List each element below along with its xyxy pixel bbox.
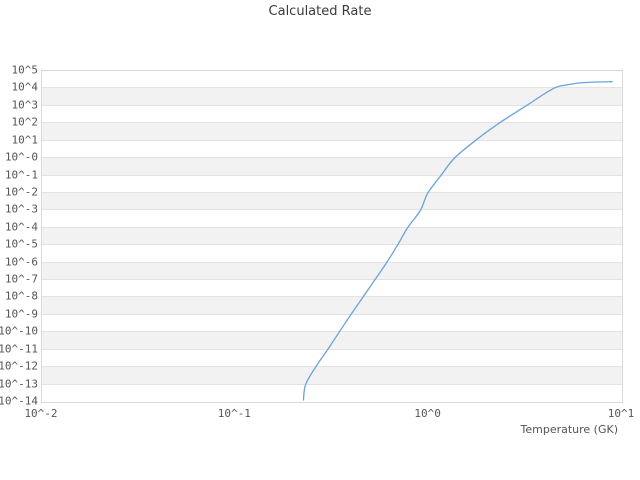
grid-band bbox=[42, 349, 622, 368]
grid-band bbox=[42, 175, 622, 193]
grid-band bbox=[42, 123, 622, 141]
y-tick-label: 10^-6 bbox=[4, 255, 38, 269]
y-tick-label: 10^-5 bbox=[4, 237, 38, 251]
chart-title: Calculated Rate bbox=[268, 4, 372, 19]
y-tick-label: 10^-11 bbox=[0, 342, 38, 356]
x-tick-label: 10^-2 bbox=[24, 407, 58, 420]
grid-band bbox=[42, 384, 622, 402]
y-tick-label: 10^-14 bbox=[0, 394, 38, 408]
x-axis-label: Temperature (GK) bbox=[520, 423, 619, 436]
y-tick-label: 10^-2 bbox=[4, 185, 38, 199]
grid-band bbox=[42, 227, 622, 246]
plot-area bbox=[41, 70, 623, 403]
grid-band bbox=[42, 105, 622, 124]
rate-curve bbox=[302, 81, 613, 401]
y-tick-label: 10^-4 bbox=[4, 220, 38, 234]
y-tick-label: 10^-10 bbox=[0, 324, 38, 338]
y-tick-label: 10^4 bbox=[11, 80, 39, 94]
y-tick-label: 10^2 bbox=[11, 115, 39, 129]
grid-band bbox=[42, 262, 622, 281]
grid-band bbox=[42, 245, 622, 263]
grid-band bbox=[42, 71, 622, 89]
y-tick-label: 10^5 bbox=[11, 63, 39, 77]
y-tick-label: 10^-13 bbox=[0, 377, 38, 391]
x-tick-label: 10^1 bbox=[607, 407, 635, 420]
grid-band bbox=[42, 210, 622, 228]
grid-band bbox=[42, 158, 622, 176]
grid-band bbox=[42, 367, 622, 385]
grid-band bbox=[42, 88, 622, 106]
grid-band bbox=[42, 140, 622, 159]
y-tick-label: 10^-0 bbox=[4, 150, 38, 164]
grid-band bbox=[42, 192, 622, 211]
y-tick-label: 10^-1 bbox=[4, 168, 38, 182]
x-tick-label: 10^-1 bbox=[217, 407, 251, 420]
y-tick-label: 10^1 bbox=[11, 133, 39, 147]
y-tick-label: 10^-12 bbox=[0, 359, 38, 373]
y-tick-label: 10^3 bbox=[11, 98, 39, 112]
y-tick-label: 10^-8 bbox=[4, 289, 38, 303]
grid-band bbox=[42, 280, 622, 298]
x-tick-label: 10^0 bbox=[414, 407, 441, 420]
grid-band bbox=[42, 314, 622, 333]
rate-curve-layer bbox=[302, 81, 613, 401]
grid-band bbox=[42, 297, 622, 315]
y-tick-label: 10^-9 bbox=[4, 307, 38, 321]
y-tick-label: 10^-7 bbox=[4, 272, 38, 286]
y-tick-label: 10^-3 bbox=[4, 202, 38, 216]
grid-band bbox=[42, 332, 622, 350]
